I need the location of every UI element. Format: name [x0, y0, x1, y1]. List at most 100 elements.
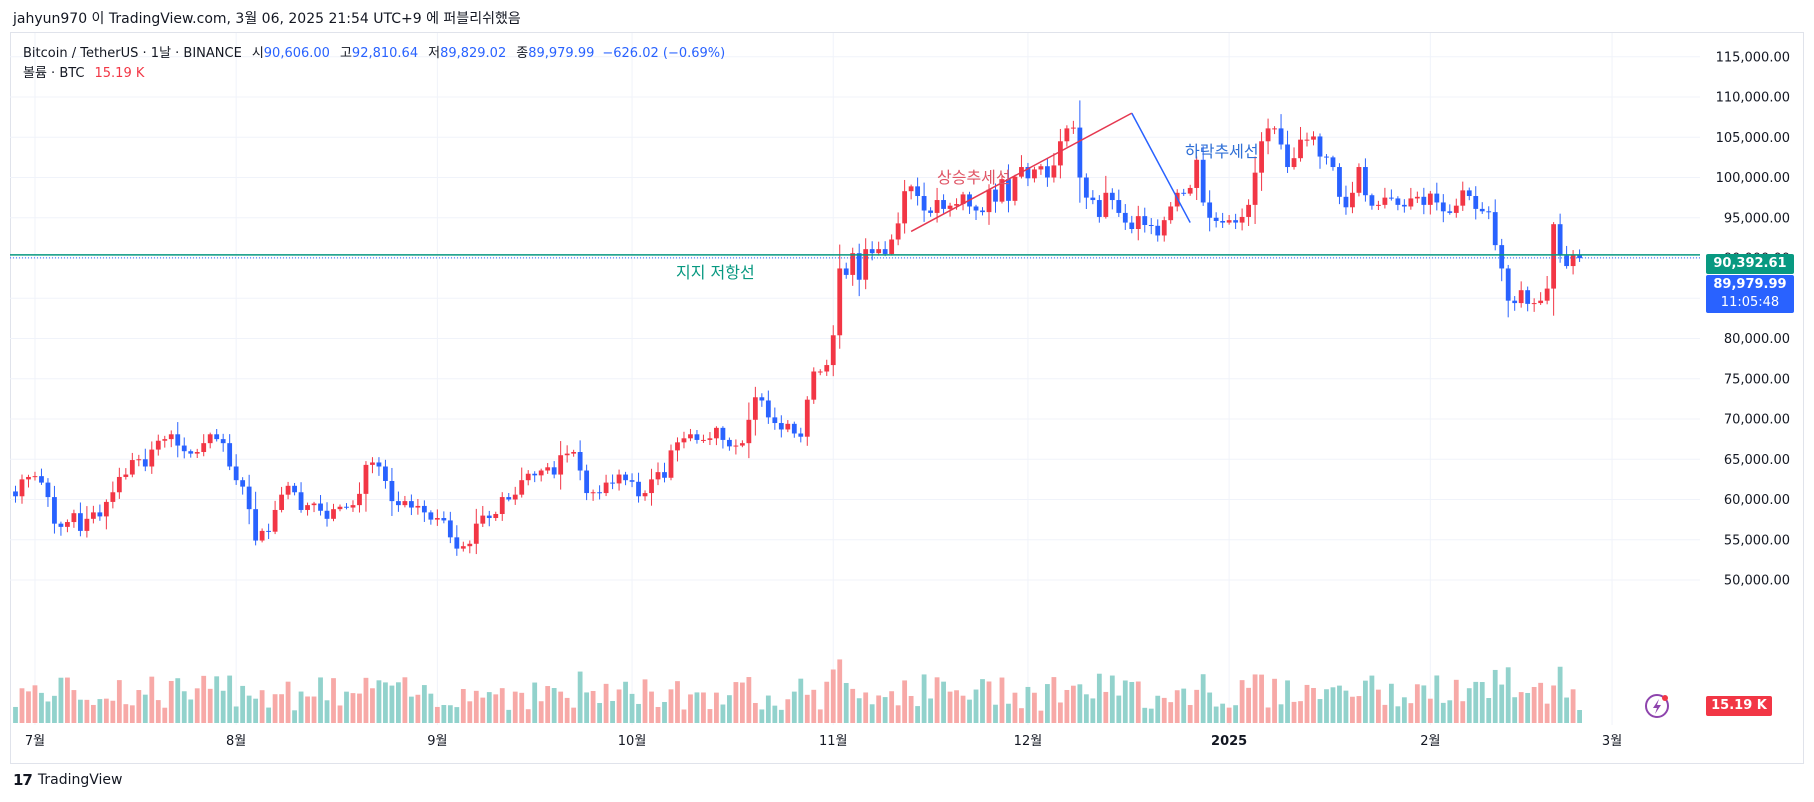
- candle-body: [1376, 204, 1381, 206]
- candle-body: [694, 434, 700, 440]
- candle-body: [1466, 190, 1472, 197]
- candle-body: [188, 451, 194, 454]
- candle-body: [227, 443, 233, 467]
- candle-body: [1012, 176, 1018, 201]
- candle-body: [370, 462, 375, 465]
- volume-bar: [396, 682, 401, 723]
- volume-bar: [454, 707, 460, 723]
- lightning-icon: [1645, 694, 1669, 718]
- volume-bar: [694, 692, 700, 723]
- candle-body: [1356, 167, 1362, 193]
- candle-body: [545, 467, 551, 471]
- candle-body: [1557, 224, 1563, 256]
- volume-bar: [623, 681, 628, 723]
- volume-bar: [331, 678, 336, 723]
- candle-body: [675, 442, 680, 451]
- candle-body: [772, 417, 778, 424]
- volume-bar: [324, 700, 330, 723]
- candle-body: [1226, 220, 1232, 223]
- candle-body: [1155, 225, 1161, 236]
- candle-body: [558, 455, 564, 475]
- volume-bar: [298, 691, 304, 723]
- candle-body: [798, 433, 804, 437]
- volume-bar: [1551, 685, 1557, 723]
- volume-bar: [1045, 684, 1050, 723]
- volume-bar: [220, 690, 226, 723]
- volume-bar: [1083, 694, 1089, 723]
- candle-body: [447, 520, 453, 538]
- candle-body: [577, 452, 583, 471]
- candle-body: [993, 189, 998, 202]
- candle-body: [1427, 193, 1433, 205]
- volume-bar: [428, 693, 434, 723]
- volume-bar: [1557, 666, 1563, 723]
- candle-body: [837, 268, 843, 336]
- volume-bar: [1168, 702, 1174, 723]
- volume-bar: [1564, 697, 1570, 723]
- volume-bar: [1155, 695, 1161, 723]
- volume-bar: [1317, 699, 1323, 723]
- candle-body: [778, 423, 784, 430]
- candle-body: [1006, 179, 1011, 201]
- candle-body: [571, 452, 577, 454]
- volume-bar: [65, 677, 70, 723]
- candle-body: [298, 492, 304, 510]
- price-tick-label: 110,000.00: [1716, 91, 1790, 106]
- candle-body: [973, 206, 979, 211]
- candle-body: [480, 515, 486, 524]
- volume-bar: [1337, 685, 1342, 723]
- candle-body: [383, 466, 388, 481]
- candle-body: [869, 249, 875, 254]
- candle-body: [1116, 200, 1122, 213]
- volume-bar: [1006, 703, 1011, 723]
- candle-body: [752, 397, 758, 420]
- candle-body: [1460, 190, 1466, 206]
- volume-bar: [370, 688, 375, 723]
- candle-body: [1311, 136, 1316, 140]
- candle-body: [915, 186, 921, 197]
- volume-bar: [1174, 690, 1180, 723]
- candle-body: [636, 481, 641, 497]
- candle-body: [39, 476, 44, 483]
- price-axis: 50,000.00 55,000.00 60,000.00 65,000.00 70,0…: [1716, 50, 1790, 588]
- volume-bar: [175, 678, 181, 723]
- volume-bar: [902, 680, 908, 723]
- low-value: 89,829.02: [440, 46, 507, 61]
- volume-bar: [1265, 707, 1271, 723]
- volume-bar: [1531, 686, 1537, 723]
- candle-body: [214, 434, 220, 440]
- candle-body: [1129, 222, 1135, 230]
- downtrend-line: [1131, 112, 1191, 223]
- candle-body: [1414, 196, 1420, 199]
- volume-bar: [110, 700, 116, 723]
- candle-body: [376, 462, 382, 467]
- symbol-title[interactable]: Bitcoin / TetherUS · 1날 · BINANCE: [23, 46, 242, 61]
- volume-bar: [1388, 683, 1394, 723]
- candle-body: [830, 335, 836, 366]
- candle-body: [1064, 128, 1070, 142]
- volume-bar: [1200, 674, 1206, 723]
- volume-bar: [421, 685, 427, 723]
- candle-body: [279, 494, 284, 510]
- brand-footer[interactable]: 𝟭𝟳 TradingView: [13, 771, 122, 789]
- volume-bar: [441, 704, 447, 723]
- volume-bar: [1538, 682, 1544, 723]
- volume-bar: [1038, 710, 1044, 723]
- volume-label[interactable]: 볼륨 · BTC: [23, 66, 85, 81]
- candle-body: [986, 189, 992, 213]
- candle-body: [506, 497, 512, 500]
- candle-body: [662, 472, 667, 478]
- candle-body: [1045, 166, 1050, 178]
- volume-bar: [129, 705, 135, 723]
- candle-body: [266, 530, 272, 532]
- volume-bar: [1019, 708, 1024, 723]
- candle-body: [1135, 216, 1141, 230]
- candle-body: [850, 253, 856, 275]
- volume-bar: [1032, 692, 1037, 723]
- volume-bar: [58, 677, 64, 723]
- high-value: 92,810.64: [351, 46, 419, 61]
- publish-info-text: jahyun970 이 TradingView.com, 3월 06, 2025…: [13, 11, 521, 27]
- candle-body: [32, 476, 38, 478]
- volume-bar: [1129, 681, 1135, 723]
